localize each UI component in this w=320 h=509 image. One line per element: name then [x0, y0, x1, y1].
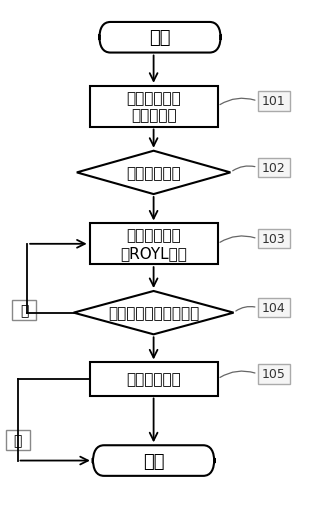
- FancyArrowPatch shape: [220, 237, 255, 243]
- FancyArrowPatch shape: [233, 166, 255, 172]
- Text: 开始: 开始: [149, 29, 171, 47]
- Text: 提取用户区适
配参数模块: 提取用户区适 配参数模块: [126, 91, 181, 123]
- Text: 105: 105: [262, 367, 285, 381]
- FancyArrowPatch shape: [220, 99, 255, 105]
- FancyArrowPatch shape: [236, 307, 255, 312]
- FancyBboxPatch shape: [258, 364, 290, 384]
- FancyBboxPatch shape: [90, 362, 218, 396]
- FancyBboxPatch shape: [90, 224, 218, 265]
- Text: 否: 否: [20, 303, 28, 318]
- FancyBboxPatch shape: [90, 87, 218, 127]
- Polygon shape: [74, 291, 234, 335]
- FancyBboxPatch shape: [258, 230, 290, 249]
- Text: 是否提取成功: 是否提取成功: [126, 165, 181, 181]
- FancyBboxPatch shape: [93, 445, 214, 476]
- Text: 103: 103: [262, 233, 285, 246]
- Text: 104: 104: [262, 301, 285, 315]
- FancyBboxPatch shape: [258, 298, 290, 318]
- FancyArrowPatch shape: [220, 372, 255, 378]
- Text: 结束: 结束: [143, 451, 164, 470]
- FancyBboxPatch shape: [258, 158, 290, 178]
- Polygon shape: [77, 151, 230, 194]
- FancyBboxPatch shape: [99, 23, 221, 53]
- FancyBboxPatch shape: [258, 92, 290, 111]
- FancyBboxPatch shape: [12, 300, 36, 321]
- Text: 是: 是: [13, 433, 22, 447]
- Text: 遍历磁道找文
本ROYL位置: 遍历磁道找文 本ROYL位置: [120, 228, 187, 261]
- Text: 得到模块大小: 得到模块大小: [126, 372, 181, 387]
- FancyBboxPatch shape: [6, 430, 30, 450]
- Text: 102: 102: [262, 161, 285, 175]
- Text: 101: 101: [262, 95, 285, 108]
- Text: 是否有模块的头部特征: 是否有模块的头部特征: [108, 305, 199, 321]
